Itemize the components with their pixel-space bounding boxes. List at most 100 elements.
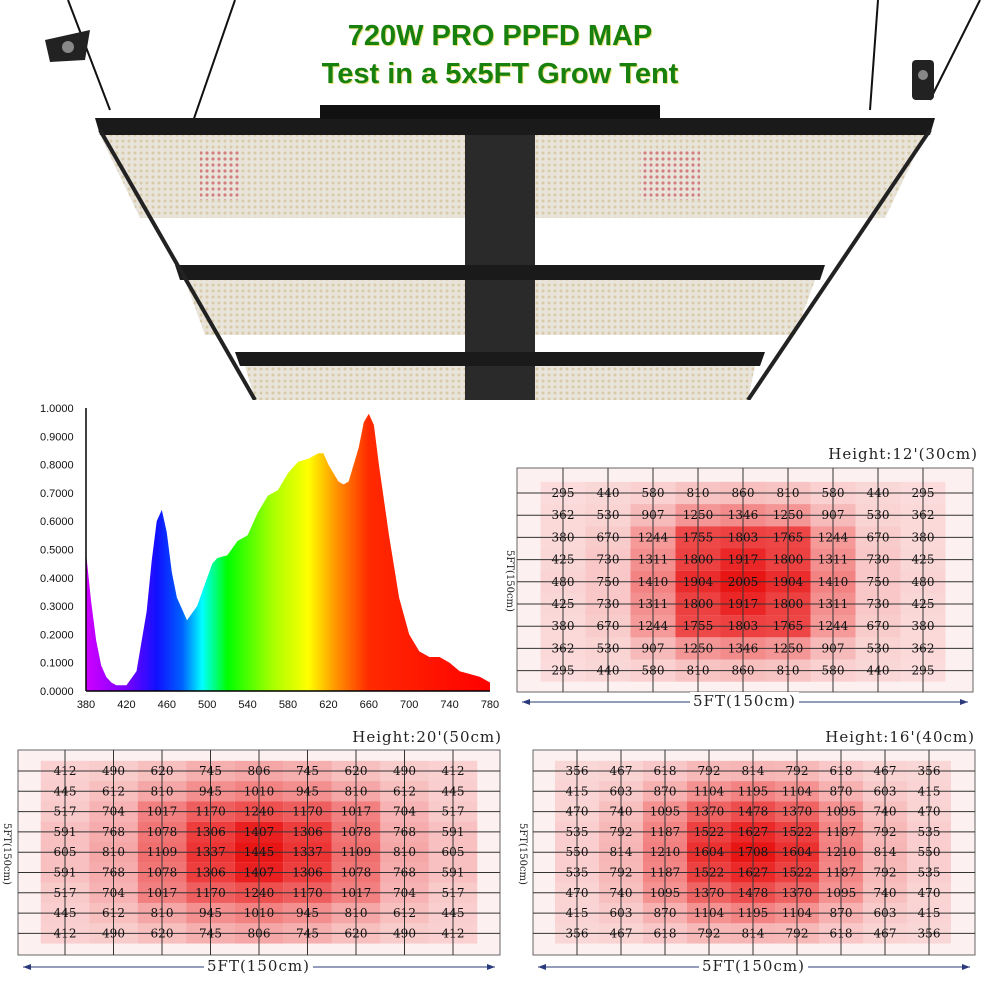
ppfd-value: 810	[687, 664, 710, 678]
ppfd-value: 1187	[650, 825, 681, 839]
ppfd-value: 1306	[195, 825, 226, 839]
ppfd-value: 415	[566, 784, 589, 798]
x-tick-label: 620	[319, 699, 337, 711]
ppfd-value: 295	[552, 664, 575, 678]
ppfd-value: 1244	[818, 619, 849, 633]
ppfd-map-16in: 356 467 618 792 814 792 618 467 356 415 603 870 1104…	[510, 725, 1000, 985]
ppfd-value: 814	[742, 926, 765, 940]
ppfd-value: 490	[393, 926, 416, 940]
ppfd-value: 1800	[683, 553, 714, 567]
ppfd-value: 362	[552, 508, 575, 522]
ppfd-value: 356	[918, 764, 941, 778]
ppfd-value: 550	[918, 845, 941, 859]
ppfd-value: 1306	[292, 825, 323, 839]
ppfd-value: 1803	[728, 619, 759, 633]
ppfd-value: 517	[54, 886, 77, 900]
ppfd-value: 580	[642, 486, 665, 500]
ppfd-value: 412	[54, 926, 77, 940]
ppfd-value: 618	[830, 764, 853, 778]
ppfd-value: 580	[642, 664, 665, 678]
ppfd-value: 1078	[341, 825, 372, 839]
ppfd-value: 591	[54, 866, 77, 880]
ppfd-value: 806	[248, 764, 271, 778]
ppfd-value: 670	[867, 619, 890, 633]
ppfd-value: 362	[912, 508, 935, 522]
ppfd-value: 490	[102, 926, 125, 940]
ppfd-value: 530	[867, 641, 890, 655]
ppfd-value: 467	[874, 926, 897, 940]
ppfd-value: 1522	[782, 866, 813, 880]
ppfd-value: 1445	[244, 845, 275, 859]
ppfd-value: 295	[912, 664, 935, 678]
side-rails	[98, 128, 932, 400]
ppfd-value: 415	[918, 784, 941, 798]
ppfd-value: 740	[610, 805, 633, 819]
ppfd-value: 1104	[694, 784, 725, 798]
ppfd-value: 620	[345, 926, 368, 940]
ppfd-value: 792	[698, 926, 721, 940]
ppfd-value: 1407	[244, 825, 275, 839]
map-x-label: 5FT(150cm)	[699, 957, 808, 975]
ppfd-value: 530	[597, 508, 620, 522]
ppfd-value: 1917	[728, 597, 759, 611]
ppfd-value: 620	[151, 926, 174, 940]
ppfd-value: 704	[393, 805, 416, 819]
ppfd-value: 792	[786, 926, 809, 940]
map-y-label: 5FT(150cm)	[1, 822, 12, 885]
ppfd-value: 792	[786, 764, 809, 778]
ppfd-value: 535	[918, 825, 941, 839]
ppfd-value: 440	[867, 664, 890, 678]
ppfd-value: 806	[248, 926, 271, 940]
ppfd-value: 1522	[694, 825, 725, 839]
ppfd-value: 810	[151, 784, 174, 798]
ppfd-value: 1104	[782, 906, 813, 920]
ppfd-value: 467	[610, 764, 633, 778]
ppfd-value: 870	[654, 906, 677, 920]
ppfd-value: 1170	[195, 805, 226, 819]
ppfd-value: 1370	[694, 805, 725, 819]
ppfd-value: 870	[830, 784, 853, 798]
ppfd-value: 1240	[244, 886, 275, 900]
ppfd-value: 1604	[694, 845, 725, 859]
ppfd-value: 750	[597, 575, 620, 589]
ppfd-value: 603	[610, 784, 633, 798]
ppfd-value: 1187	[826, 866, 857, 880]
ppfd-value: 530	[867, 508, 890, 522]
ppfd-value: 750	[867, 575, 890, 589]
x-tick-label: 660	[360, 699, 378, 711]
ppfd-value: 670	[597, 619, 620, 633]
ppfd-value: 670	[867, 530, 890, 544]
ppfd-value: 810	[777, 486, 800, 500]
ppfd-value: 440	[597, 664, 620, 678]
ppfd-value: 1017	[341, 886, 372, 900]
ppfd-value: 517	[442, 886, 465, 900]
led-grow-light-fixture-image	[45, 0, 981, 400]
ppfd-value: 1250	[683, 641, 714, 655]
ppfd-value: 740	[874, 805, 897, 819]
map-x-label: 5FT(150cm)	[204, 957, 313, 975]
y-tick-label: 0.7000	[40, 488, 74, 500]
led-bar-row-3	[235, 352, 765, 400]
ppfd-value: 1250	[773, 508, 804, 522]
ppfd-value: 870	[654, 784, 677, 798]
ppfd-value: 380	[552, 619, 575, 633]
ppfd-value: 605	[442, 845, 465, 859]
ppfd-value: 612	[102, 784, 125, 798]
ppfd-value: 467	[610, 926, 633, 940]
ppfd-value: 907	[822, 641, 845, 655]
ppfd-value: 356	[918, 926, 941, 940]
ppfd-value: 792	[610, 866, 633, 880]
ppfd-value: 1337	[195, 845, 226, 859]
ppfd-value: 730	[867, 597, 890, 611]
ppfd-value: 603	[874, 906, 897, 920]
ppfd-value: 810	[102, 845, 125, 859]
y-tick-label: 0.4000	[40, 573, 74, 585]
ppfd-value: 670	[597, 530, 620, 544]
ppfd-value: 792	[698, 764, 721, 778]
ppfd-value: 490	[102, 764, 125, 778]
ppfd-value: 1244	[638, 619, 669, 633]
y-tick-label: 0.8000	[40, 460, 74, 472]
ppfd-value: 425	[552, 597, 575, 611]
ppfd-value: 295	[912, 486, 935, 500]
ppfd-value: 470	[566, 805, 589, 819]
